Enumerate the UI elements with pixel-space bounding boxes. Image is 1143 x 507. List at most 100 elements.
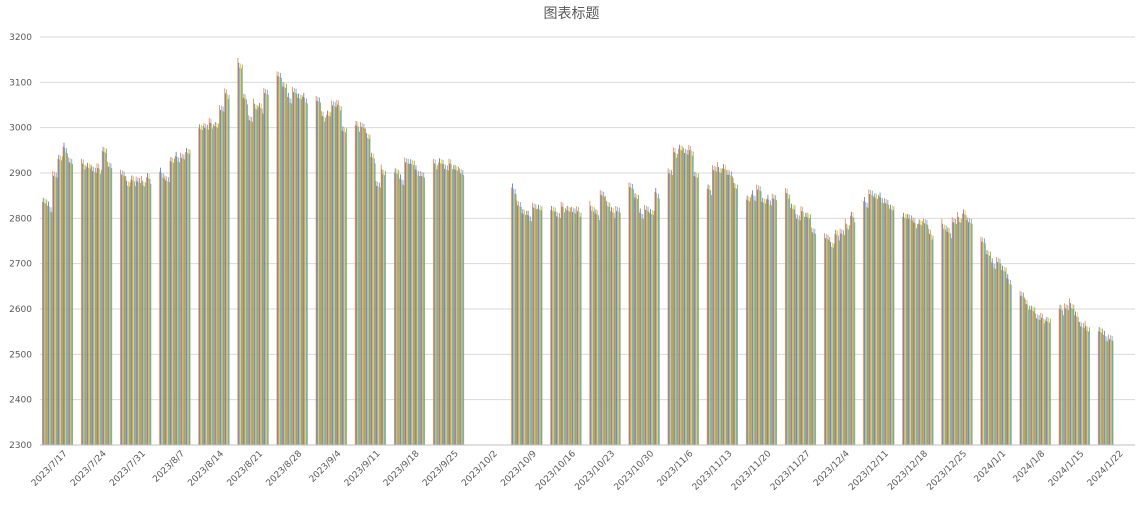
bar (680, 145, 682, 445)
bar (345, 128, 347, 445)
bar (925, 224, 927, 445)
bar (941, 218, 943, 445)
bar (565, 209, 567, 445)
bar (167, 181, 168, 445)
bar (393, 172, 395, 445)
bar (379, 182, 380, 445)
bar (902, 216, 904, 445)
bar (1060, 309, 1062, 445)
bar (688, 145, 690, 445)
bar (101, 151, 103, 445)
y-tick-label: 2600 (9, 305, 32, 315)
bar (92, 171, 94, 445)
bar (81, 158, 82, 446)
bar (798, 219, 799, 445)
bar (564, 212, 565, 445)
bar (842, 234, 844, 445)
bar (864, 202, 866, 445)
bar (1036, 318, 1037, 445)
bar (98, 164, 100, 445)
bar (669, 169, 671, 445)
bar (522, 209, 524, 445)
bar (293, 87, 295, 445)
bar (1080, 326, 1082, 445)
bar (296, 93, 298, 446)
bar (94, 171, 95, 445)
bar (248, 120, 250, 445)
bar (850, 211, 852, 445)
bar (796, 218, 798, 445)
bar (135, 176, 137, 446)
bar (950, 233, 951, 445)
bar (1035, 313, 1037, 445)
bar (600, 195, 602, 445)
bar (943, 228, 944, 445)
bar (725, 169, 727, 445)
bar (802, 207, 804, 445)
bar (990, 251, 991, 445)
bar (635, 198, 637, 445)
bar (512, 183, 513, 445)
bar (969, 223, 971, 445)
bar (201, 130, 203, 445)
bar (322, 111, 324, 445)
bar (457, 170, 459, 445)
bar (104, 147, 106, 446)
bar (87, 162, 88, 445)
bar (83, 164, 85, 445)
bar (923, 223, 925, 445)
bar (1112, 340, 1114, 445)
x-tick-label: 2023/12/18 (886, 449, 930, 493)
bar (63, 142, 65, 445)
bar (798, 215, 800, 445)
bar (828, 239, 830, 445)
bar (735, 183, 737, 446)
bar (752, 195, 754, 445)
bar (1039, 320, 1041, 445)
bar (930, 234, 932, 445)
bar (837, 230, 838, 445)
bar (261, 108, 263, 445)
bar (220, 105, 222, 445)
bar (995, 268, 997, 445)
bar (225, 93, 226, 446)
bar (443, 163, 445, 445)
bar (88, 167, 89, 446)
bar (461, 174, 463, 445)
bar (776, 200, 777, 445)
bar (1108, 334, 1110, 445)
bar (618, 211, 619, 445)
bar (1098, 327, 1100, 445)
bar (1070, 308, 1072, 445)
bar (1107, 341, 1109, 445)
bar (57, 158, 59, 446)
bar (610, 211, 612, 445)
bar (447, 170, 449, 445)
bar (884, 203, 886, 445)
bar (324, 121, 326, 446)
bar (632, 183, 633, 445)
x-tick-label: 2023/7/17 (30, 449, 70, 489)
bar (528, 215, 530, 445)
bar (215, 126, 217, 445)
y-tick-label: 2400 (9, 396, 32, 406)
y-tick-label: 3000 (9, 124, 32, 134)
bar (325, 117, 327, 445)
bar (673, 152, 675, 446)
bar (463, 174, 465, 446)
x-tick-label: 2023/11/20 (730, 449, 774, 493)
bar (786, 188, 788, 445)
bar (890, 204, 891, 445)
bar (288, 97, 290, 445)
bar (530, 216, 532, 445)
bar (877, 194, 879, 445)
bar (121, 174, 122, 445)
bar (452, 169, 453, 445)
bar (369, 134, 371, 446)
bar (651, 214, 652, 445)
bar (96, 163, 98, 445)
bar (342, 126, 344, 445)
bar (1032, 306, 1034, 445)
bar (206, 128, 207, 445)
bar (917, 224, 918, 445)
